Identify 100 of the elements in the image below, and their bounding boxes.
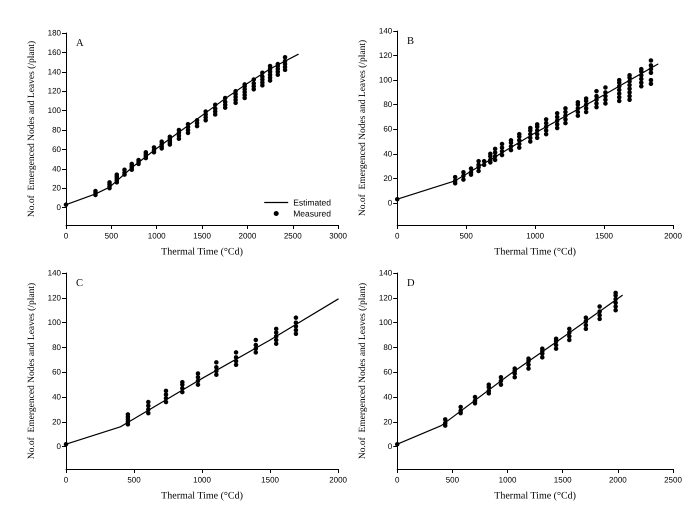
y-tick-label: 80 [52,125,62,134]
point [196,371,200,376]
y-tick-label: 20 [383,417,393,426]
point [613,300,618,306]
y-tick-label: 120 [378,51,393,60]
chart-title: D [407,278,415,289]
point [294,315,298,320]
point [146,407,151,412]
x-tick-label: 0 [395,232,400,240]
y-tick-label: 20 [52,184,62,193]
point [613,296,618,302]
point [234,358,238,364]
point [294,328,298,332]
y-tick-label: 0 [56,442,62,452]
y-tick-label: 0 [388,198,393,208]
point [472,394,478,400]
x-tick-label: 2000 [238,232,257,240]
y-axis-title: No.of Emergenced Nodes and Leaves (/plant) [26,282,37,460]
point [146,403,151,408]
y-tick-label: 160 [48,48,62,57]
x-tick-label: 1500 [261,476,280,484]
point [597,304,602,309]
y-tick-label: 40 [52,392,62,402]
point [442,417,448,422]
point [613,308,618,312]
x-tick-label: 1000 [193,476,212,484]
x-tick-label: 500 [460,232,474,240]
x-axis-title: Thermal Time (°Cd) [161,490,243,502]
y-tick-label: 20 [52,417,62,426]
y-tick-label: 180 [48,28,62,38]
y-tick-label: 0 [388,442,393,452]
y-tick-label: 40 [383,392,393,402]
x-tick-label: 1000 [148,232,166,240]
y-tick-label: 60 [383,124,393,134]
point [214,365,219,370]
x-axis-title: Thermal Time (°Cd) [494,490,576,502]
point [512,374,517,380]
x-tick-label: 1000 [498,476,517,484]
point [196,382,200,387]
y-tick-label: 40 [383,149,393,158]
y-axis-title: No.of Emergenced Nodes and Leaves (/plant) [26,40,37,218]
y-tick-label: 0 [56,203,62,212]
x-tick-label: 1000 [526,232,545,240]
point [597,309,602,314]
point [146,410,151,416]
point [164,392,168,397]
x-tick-label: 3000 [329,232,348,240]
point [294,332,298,336]
point [498,382,504,387]
point [597,312,602,318]
x-tick-label: 1500 [595,232,614,240]
point [146,400,151,404]
point [214,372,219,377]
x-tick-label: 0 [64,476,69,484]
point [540,355,545,360]
y-tick-label: 100 [48,318,62,328]
point [554,336,558,341]
x-tick-label: 0 [395,476,400,484]
point [395,442,400,446]
point [254,342,258,348]
point [164,388,168,394]
y-tick-label: 100 [378,76,393,85]
x-tick-label: 1500 [193,232,212,240]
point [254,338,258,342]
y-tick-label: 140 [378,26,393,36]
y-tick-label: 20 [383,174,393,183]
x-tick-label: 500 [127,476,142,484]
legend-label: Measured [293,208,332,218]
y-tick-label: 80 [383,342,393,352]
x-tick-label: 0 [64,232,69,240]
point [584,326,588,332]
point [274,334,278,339]
point [567,334,572,339]
point [567,326,572,332]
point [180,386,185,391]
point [584,319,588,324]
point [196,374,200,380]
point [294,324,298,329]
x-axis-title: Thermal Time (°Cd) [494,246,576,258]
x-tick-label: 2000 [608,476,628,484]
x-tick-label: 1500 [554,476,572,484]
point [214,360,219,365]
x-tick-label: 500 [104,232,119,240]
point [458,404,463,410]
point [554,346,558,351]
y-tick-label: 100 [48,106,62,116]
point [254,350,258,355]
y-tick-label: 100 [378,318,393,328]
x-tick-label: 2000 [664,232,682,240]
point [597,316,602,322]
y-axis-title: No.of Emergenced Nodes and Leaves (/plant) [358,40,368,216]
legend-label: Estimated [293,198,332,208]
y-tick-label: 40 [52,164,62,174]
y-tick-label: 120 [48,86,62,96]
point [274,341,278,346]
y-tick-label: 60 [52,144,62,154]
x-tick-label: 2500 [284,232,302,240]
y-tick-label: 140 [48,268,62,278]
y-tick-label: 80 [52,342,62,352]
chart-title: C [76,278,84,289]
